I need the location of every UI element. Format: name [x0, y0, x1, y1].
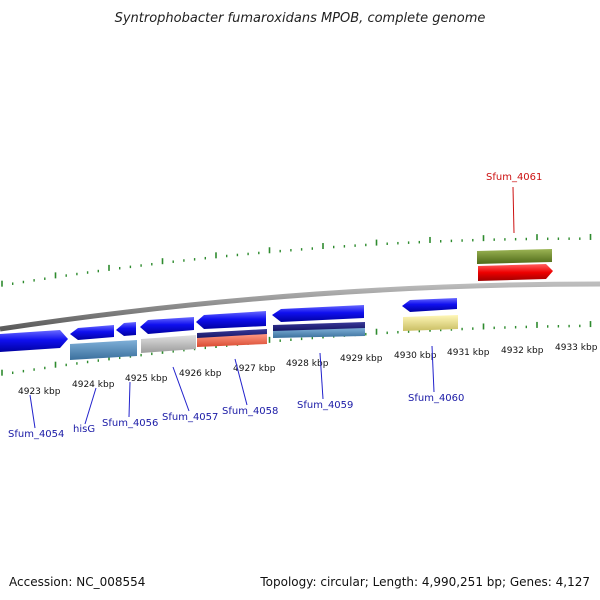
leader-line-hisg — [84, 387, 97, 425]
tick-label: 4931 kbp — [447, 348, 490, 358]
gene-sfum-4058[interactable] — [196, 311, 266, 329]
leader-line-sfum-4059 — [319, 352, 324, 400]
gene-label-sfum-4061[interactable]: Sfum_4061 — [486, 172, 542, 183]
gene-label-sfum-4060[interactable]: Sfum_4060 — [408, 393, 464, 404]
gene-sfum-4056[interactable] — [116, 322, 136, 336]
gene-sfum-4061[interactable] — [478, 264, 553, 281]
leader-line-sfum-4058 — [234, 358, 248, 406]
chromosome-backbone — [0, 281, 600, 332]
gene-label-sfum-4057[interactable]: Sfum_4057 — [162, 412, 218, 423]
gene-features — [0, 249, 553, 360]
leader-line-sfum-4061 — [512, 186, 515, 234]
gene-sfum-4059[interactable] — [272, 305, 364, 322]
leader-line-sfum-4060 — [431, 345, 435, 393]
tick-label: 4923 kbp — [18, 387, 61, 397]
leader-line-sfum-4054 — [29, 394, 36, 429]
tick-label: 4926 kbp — [179, 369, 222, 379]
gene-label-sfum-4058[interactable]: Sfum_4058 — [222, 406, 278, 417]
tick-label: 4930 kbp — [394, 351, 437, 361]
tick-label: 4932 kbp — [501, 346, 544, 356]
gene-sfum-4058-rna[interactable] — [197, 334, 267, 347]
gene-label-sfum-4056[interactable]: Sfum_4056 — [102, 418, 158, 429]
tick-label: 4929 kbp — [340, 354, 383, 364]
gene-sfum-4060-product[interactable] — [403, 315, 458, 331]
gene-label-sfum-4054[interactable]: Sfum_4054 — [8, 429, 64, 440]
leader-lines — [29, 186, 515, 429]
tick-label: 4924 kbp — [72, 380, 115, 390]
gene-sfum-4059-rna[interactable] — [273, 328, 365, 338]
gene-hisg[interactable] — [70, 325, 114, 340]
gene-label-sfum-4059[interactable]: Sfum_4059 — [297, 400, 353, 411]
outer-tick-row — [1, 233, 592, 287]
gene-labels: Sfum_4054 hisG Sfum_4056 Sfum_4057 Sfum_… — [8, 172, 542, 440]
gene-sfum-4057[interactable] — [140, 317, 194, 334]
page-title: Syntrophobacter fumaroxidans MPOB, compl… — [115, 11, 486, 26]
tick-label: 4925 kbp — [125, 374, 168, 384]
gene-sfum-4061-product[interactable] — [477, 249, 552, 264]
leader-line-sfum-4056 — [128, 381, 131, 418]
gene-label-hisg[interactable]: hisG — [73, 424, 95, 435]
tick-labels: 4923 kbp 4924 kbp 4925 kbp 4926 kbp 4927… — [18, 343, 598, 397]
leader-line-sfum-4057 — [172, 366, 190, 412]
tick-label: 4927 kbp — [233, 364, 276, 374]
gene-hisg-product[interactable] — [70, 340, 137, 360]
gene-sfum-4056-product[interactable] — [141, 335, 196, 353]
accession-text: Accession: NC_008554 — [9, 575, 146, 589]
topology-text: Topology: circular; Length: 4,990,251 bp… — [260, 575, 590, 589]
gene-sfum-4054[interactable] — [0, 330, 68, 352]
tick-label: 4928 kbp — [286, 359, 329, 369]
gene-sfum-4060[interactable] — [402, 298, 457, 312]
tick-label: 4933 kbp — [555, 343, 598, 353]
